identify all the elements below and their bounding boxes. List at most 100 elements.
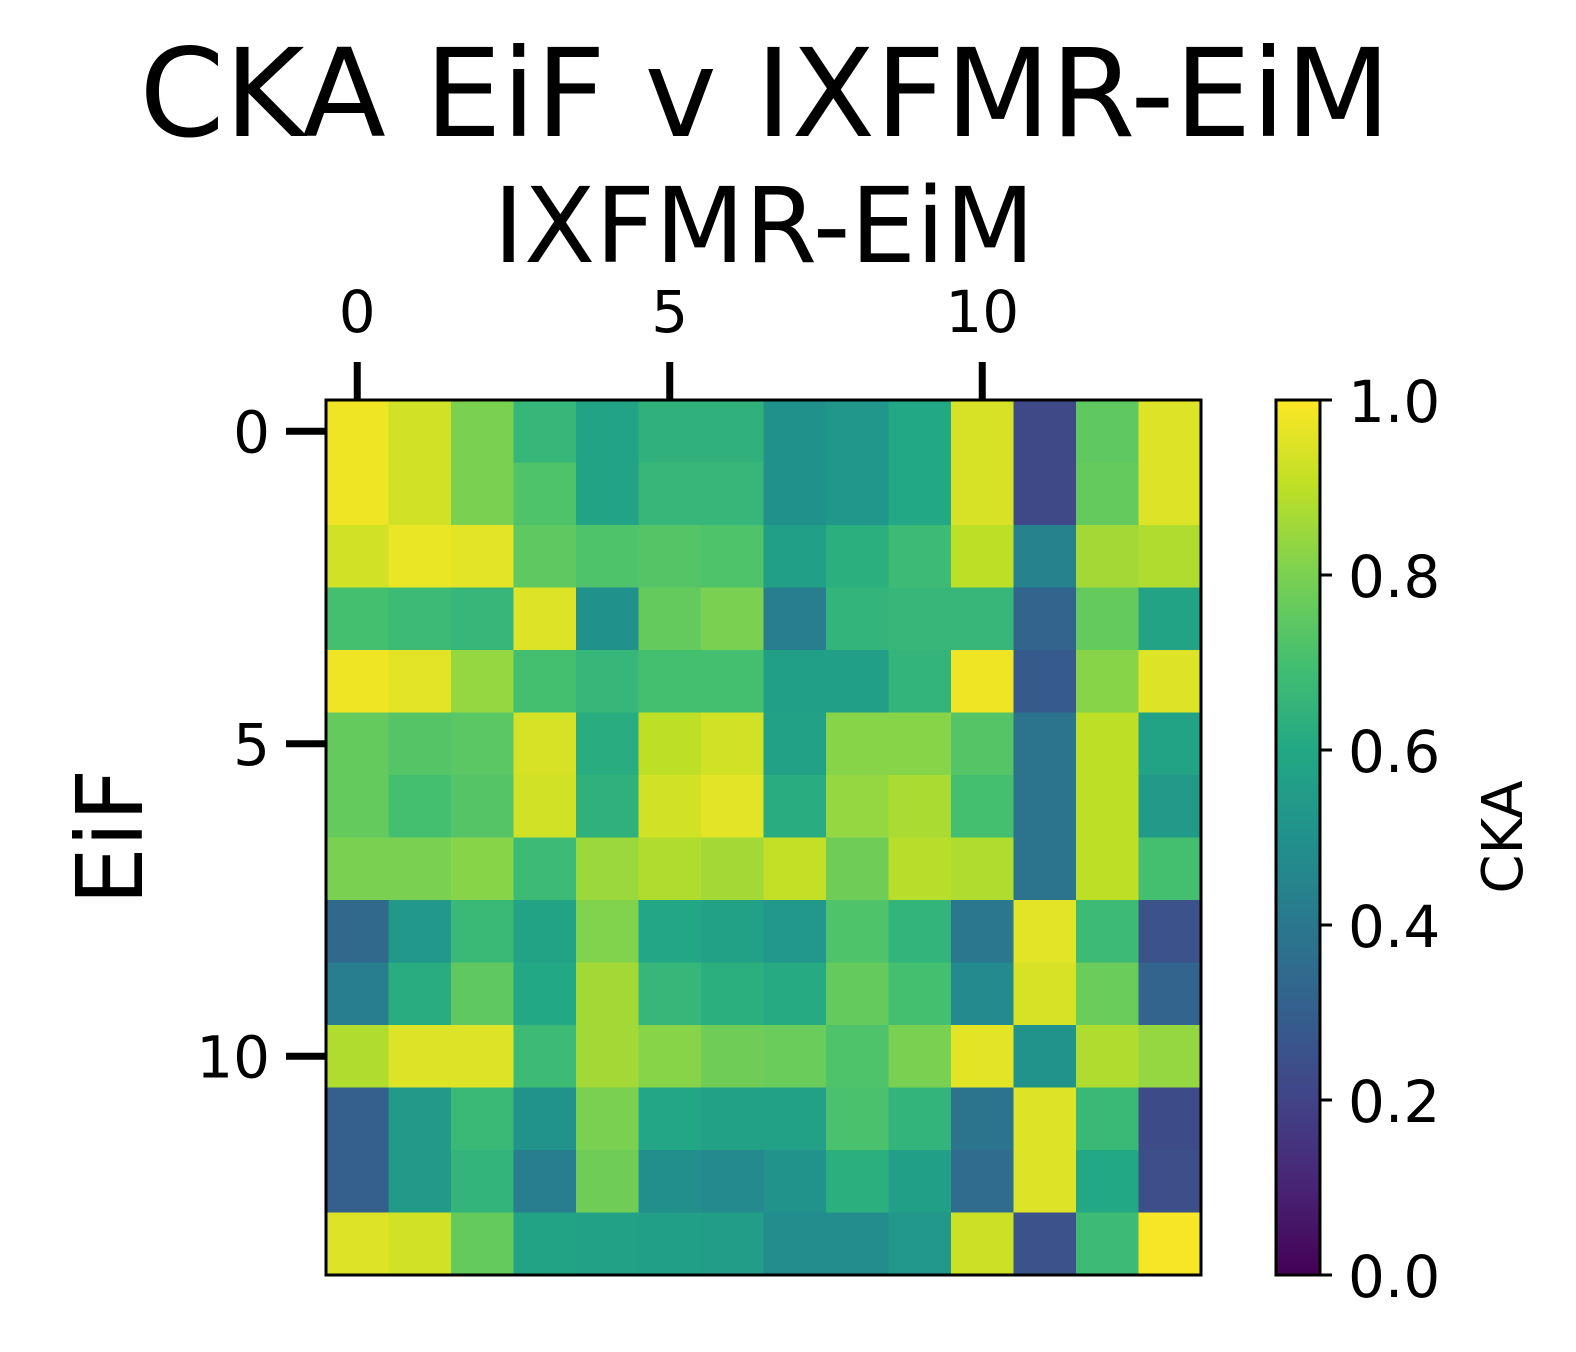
heatmap-cell bbox=[1076, 837, 1140, 901]
heatmap-cell bbox=[888, 462, 952, 526]
colorbar-label: CKA bbox=[1471, 780, 1536, 893]
heatmap-cell bbox=[1076, 1025, 1140, 1089]
heatmap-cell bbox=[951, 525, 1015, 589]
heatmap-cell bbox=[451, 712, 515, 776]
heatmap-cell bbox=[513, 650, 577, 714]
heatmap-cell bbox=[451, 1150, 515, 1214]
heatmap-cell bbox=[701, 837, 765, 901]
heatmap-cell bbox=[638, 462, 702, 526]
heatmap-cell bbox=[888, 962, 952, 1026]
heatmap-cell bbox=[951, 712, 1015, 776]
heatmap-cell bbox=[951, 1212, 1015, 1276]
heatmap-cell bbox=[576, 837, 640, 901]
heatmap-cell bbox=[576, 1212, 640, 1276]
heatmap-cell bbox=[1076, 650, 1140, 714]
heatmap-cell bbox=[513, 837, 577, 901]
heatmap-cell bbox=[638, 1025, 702, 1089]
heatmap-cell bbox=[388, 462, 452, 526]
heatmap-cell bbox=[513, 1212, 577, 1276]
heatmap-cell bbox=[326, 712, 390, 776]
heatmap-cell bbox=[513, 525, 577, 589]
heatmap-cell bbox=[326, 400, 390, 464]
heatmap-cell bbox=[1138, 1212, 1202, 1276]
heatmap-cell bbox=[826, 400, 890, 464]
heatmap-cell bbox=[513, 1025, 577, 1089]
heatmap-cell bbox=[701, 650, 765, 714]
heatmap-cell bbox=[576, 900, 640, 964]
heatmap-cell bbox=[888, 1087, 952, 1151]
heatmap-cell bbox=[763, 462, 827, 526]
heatmap-cell bbox=[888, 837, 952, 901]
heatmap-cell bbox=[888, 1150, 952, 1214]
plot-frame bbox=[324, 398, 1203, 1277]
heatmap-cell bbox=[1138, 400, 1202, 464]
heatmap-cell bbox=[701, 462, 765, 526]
chart-title: CKA EiF v IXFMR-EiM bbox=[139, 23, 1390, 165]
heatmap-cell bbox=[451, 1212, 515, 1276]
heatmap-cell bbox=[513, 900, 577, 964]
heatmap-cell bbox=[638, 1150, 702, 1214]
heatmap-cell bbox=[513, 712, 577, 776]
heatmap-cell bbox=[1013, 525, 1077, 589]
heatmap-cell bbox=[388, 650, 452, 714]
heatmap-cell bbox=[451, 775, 515, 839]
heatmap-cell bbox=[451, 462, 515, 526]
heatmap-cell bbox=[1138, 1150, 1202, 1214]
heatmap-cell bbox=[1076, 1150, 1140, 1214]
heatmap-cell bbox=[951, 837, 1015, 901]
colorbar-ticks: 0.0 0.2 0.4 0.6 0.8 1.0 bbox=[1320, 368, 1440, 1311]
colorbar-tick-label: 0.0 bbox=[1348, 1243, 1440, 1311]
heatmap-cell bbox=[1013, 587, 1077, 651]
heatmap-cell bbox=[326, 525, 390, 589]
heatmap-cell bbox=[1013, 1150, 1077, 1214]
heatmap-cell bbox=[701, 1087, 765, 1151]
heatmap-cell bbox=[638, 587, 702, 651]
heatmap-cell bbox=[701, 1150, 765, 1214]
heatmap-cell bbox=[513, 1087, 577, 1151]
heatmap-cell bbox=[576, 650, 640, 714]
heatmap-cell bbox=[1076, 525, 1140, 589]
heatmap-cell bbox=[388, 1150, 452, 1214]
heatmap-cell bbox=[701, 1212, 765, 1276]
heatmap-cell bbox=[1013, 775, 1077, 839]
heatmap-cell bbox=[951, 400, 1015, 464]
heatmap-cell bbox=[763, 650, 827, 714]
heatmap-cell bbox=[888, 525, 952, 589]
heatmap-cell bbox=[1013, 837, 1077, 901]
x-ticks: 0 5 10 bbox=[339, 278, 1019, 400]
heatmap-cell bbox=[951, 650, 1015, 714]
heatmap-cell bbox=[888, 587, 952, 651]
colorbar-tick-label: 1.0 bbox=[1348, 368, 1440, 436]
heatmap-cell bbox=[888, 400, 952, 464]
heatmap-cell bbox=[1013, 1025, 1077, 1089]
heatmap-cell bbox=[638, 1212, 702, 1276]
heatmap-cell bbox=[1076, 1212, 1140, 1276]
heatmap-cell bbox=[763, 1150, 827, 1214]
heatmap-cell bbox=[1013, 1212, 1077, 1276]
heatmap-cell bbox=[326, 1150, 390, 1214]
heatmap-cell bbox=[1076, 962, 1140, 1026]
heatmap-cell bbox=[826, 1150, 890, 1214]
heatmap-cell bbox=[1013, 1087, 1077, 1151]
heatmap-cell bbox=[826, 1087, 890, 1151]
heatmap-cell bbox=[826, 650, 890, 714]
heatmap-cell bbox=[1076, 1087, 1140, 1151]
heatmap-cell bbox=[826, 525, 890, 589]
heatmap-cell bbox=[1138, 525, 1202, 589]
heatmap-cell bbox=[1076, 775, 1140, 839]
heatmap-cell bbox=[763, 400, 827, 464]
heatmap-cell bbox=[576, 462, 640, 526]
heatmap-cell bbox=[513, 587, 577, 651]
heatmap-cell bbox=[576, 400, 640, 464]
heatmap-cell bbox=[701, 962, 765, 1026]
heatmap-cell bbox=[451, 650, 515, 714]
colorbar-tick-label: 0.4 bbox=[1348, 893, 1440, 961]
heatmap-cell bbox=[638, 712, 702, 776]
heatmap-cell bbox=[1076, 587, 1140, 651]
heatmap-cell bbox=[951, 775, 1015, 839]
heatmap-cell bbox=[951, 1025, 1015, 1089]
heatmap-cell bbox=[1138, 650, 1202, 714]
heatmap-cell bbox=[826, 462, 890, 526]
heatmap-cell bbox=[701, 400, 765, 464]
